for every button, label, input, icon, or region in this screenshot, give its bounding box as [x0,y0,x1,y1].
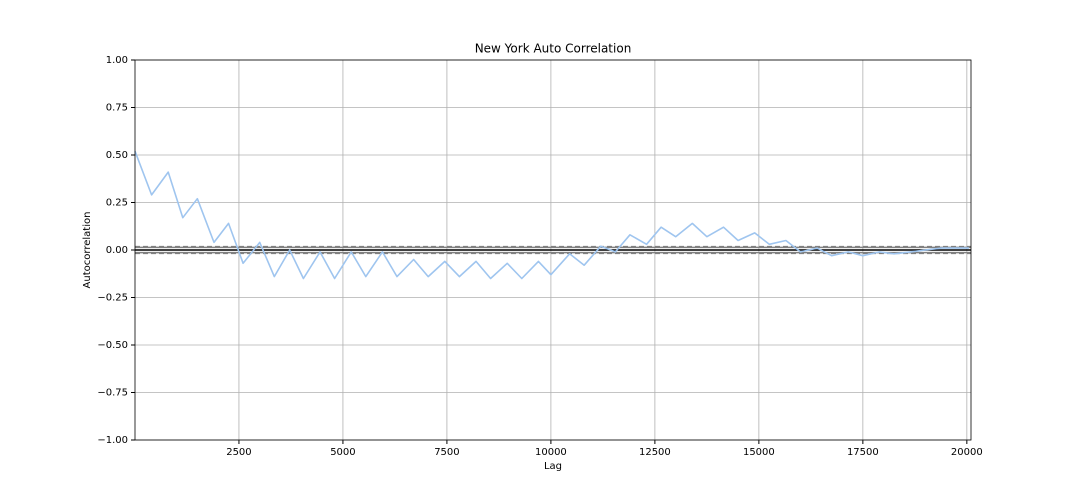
y-tick-label: 0.50 [106,150,128,161]
plot-frame [134,59,972,441]
y-tick-label: −0.50 [97,340,128,351]
x-tick-label: 12500 [639,447,671,458]
x-tick-label: 10000 [535,447,567,458]
data-line [134,150,969,280]
x-tick-label: 17500 [847,447,879,458]
y-axis-label: Autocorrelation [82,212,93,289]
y-tick-label: −1.00 [97,435,128,446]
x-tick-label: 20000 [951,447,983,458]
y-tick-label: 0.00 [106,245,128,256]
x-tick-label: 2500 [226,447,251,458]
x-tick-label: 7500 [434,447,459,458]
x-tick-label: 5000 [330,447,355,458]
x-tick-label: 15000 [743,447,775,458]
y-tick-label: 0.75 [106,103,128,114]
y-tick-label: 1.00 [106,55,128,66]
y-tick-label: 0.25 [106,198,128,209]
chart-title: New York Auto Correlation [475,42,632,56]
y-tick-label: −0.75 [97,388,128,399]
x-axis-label: Lag [544,461,562,472]
y-tick-label: −0.25 [97,293,128,304]
